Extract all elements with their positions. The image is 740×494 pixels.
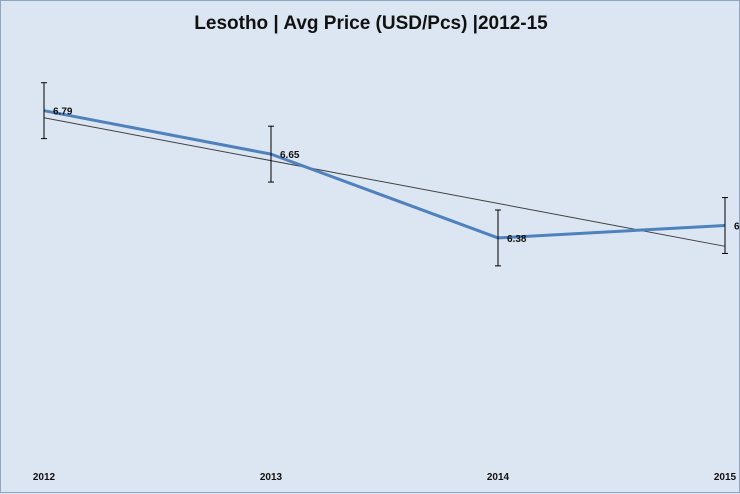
- series-line: [43, 109, 726, 240]
- data-label: 6.38: [507, 234, 527, 245]
- data-label: 6.65: [280, 150, 300, 161]
- x-tick-label: 2013: [260, 472, 283, 483]
- data-label: 6: [734, 222, 740, 233]
- x-tick-label: 2014: [487, 472, 510, 483]
- x-tick-label: 2012: [33, 472, 56, 483]
- x-tick-label: 2015: [714, 472, 737, 483]
- trendline: [43, 117, 726, 247]
- chart-title: Lesotho | Avg Price (USD/Pcs) |2012-15: [194, 13, 548, 34]
- data-label: 6.79: [53, 107, 73, 118]
